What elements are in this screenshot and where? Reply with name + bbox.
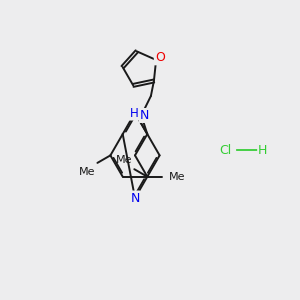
Text: H: H bbox=[129, 106, 138, 120]
Text: Me: Me bbox=[169, 172, 185, 182]
Text: Me: Me bbox=[116, 155, 132, 165]
Text: Cl: Cl bbox=[219, 143, 231, 157]
Text: N: N bbox=[130, 191, 140, 205]
Text: Me: Me bbox=[79, 167, 95, 177]
Text: O: O bbox=[155, 51, 165, 64]
Text: N: N bbox=[140, 109, 149, 122]
Text: H: H bbox=[258, 143, 267, 157]
